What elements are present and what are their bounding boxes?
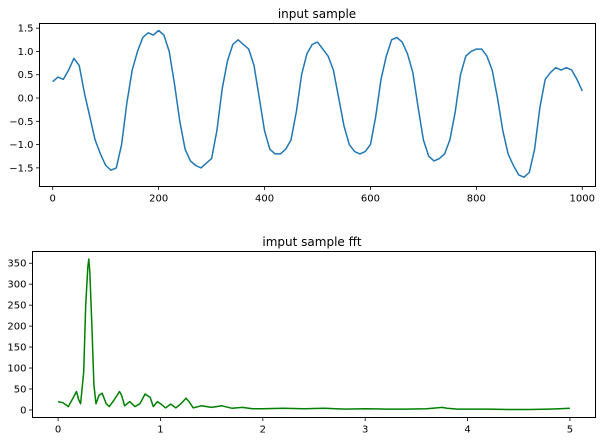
x-tick-label: 200 xyxy=(149,194,168,205)
plot-frame xyxy=(39,23,596,187)
x-tick-label: 400 xyxy=(255,194,274,205)
y-axis-ticks: −1.5 −1.0 −0.5 0.0 0.5 1.0 1.5 xyxy=(9,24,40,174)
x-axis-ticks: 0 1 2 3 4 5 xyxy=(55,417,573,436)
x-tick-label: 0 xyxy=(50,194,56,205)
y-tick-label: 0.0 xyxy=(18,94,34,105)
x-tick-label: 600 xyxy=(361,194,380,205)
x-tick-label: 3 xyxy=(362,425,368,436)
series-line-group xyxy=(52,29,583,178)
x-tick-label: 2 xyxy=(260,425,266,436)
chart-title: input sample xyxy=(278,7,356,21)
input-sample-subplot: input sample 0 200 400 600 800 1000 −1.5−1.0−… xyxy=(9,7,596,205)
series-line xyxy=(57,258,570,411)
y-tick-label: −1.5 xyxy=(9,163,33,174)
y-tick-label: 150 xyxy=(7,343,26,354)
x-tick-label: 5 xyxy=(567,425,573,436)
chart-title: imput sample fft xyxy=(262,235,361,249)
x-tick-label: 0 xyxy=(55,425,61,436)
y-tick-label: −1.0 xyxy=(9,140,33,151)
y-tick-label: 0 xyxy=(20,405,26,416)
y-tick-label: 1.5 xyxy=(18,24,34,35)
x-tick-label: 800 xyxy=(467,194,486,205)
y-tick-label: 100 xyxy=(7,364,26,375)
y-tick-label: 50 xyxy=(14,384,27,395)
y-tick-label: 250 xyxy=(7,301,26,312)
y-tick-label: 1.0 xyxy=(18,47,34,58)
y-tick-label: 300 xyxy=(7,280,26,291)
series-line-group xyxy=(57,258,570,411)
x-axis-ticks: 0 200 400 600 800 1000 xyxy=(50,186,595,205)
series-line xyxy=(52,29,583,178)
y-axis-ticks: 0 50 100 150 200 250 300 350 xyxy=(7,259,33,416)
x-tick-label: 4 xyxy=(464,425,470,436)
y-tick-label: 200 xyxy=(7,322,26,333)
fft-subplot: imput sample fft 0 1 2 3 4 5 0 50 100 150 200 250 3… xyxy=(7,235,596,436)
y-tick-label: 350 xyxy=(7,259,26,270)
y-tick-label: 0.5 xyxy=(18,70,34,81)
x-tick-label: 1000 xyxy=(570,194,595,205)
y-tick-label: −0.5 xyxy=(9,117,33,128)
x-tick-label: 1 xyxy=(157,425,163,436)
plot-frame xyxy=(32,251,596,418)
